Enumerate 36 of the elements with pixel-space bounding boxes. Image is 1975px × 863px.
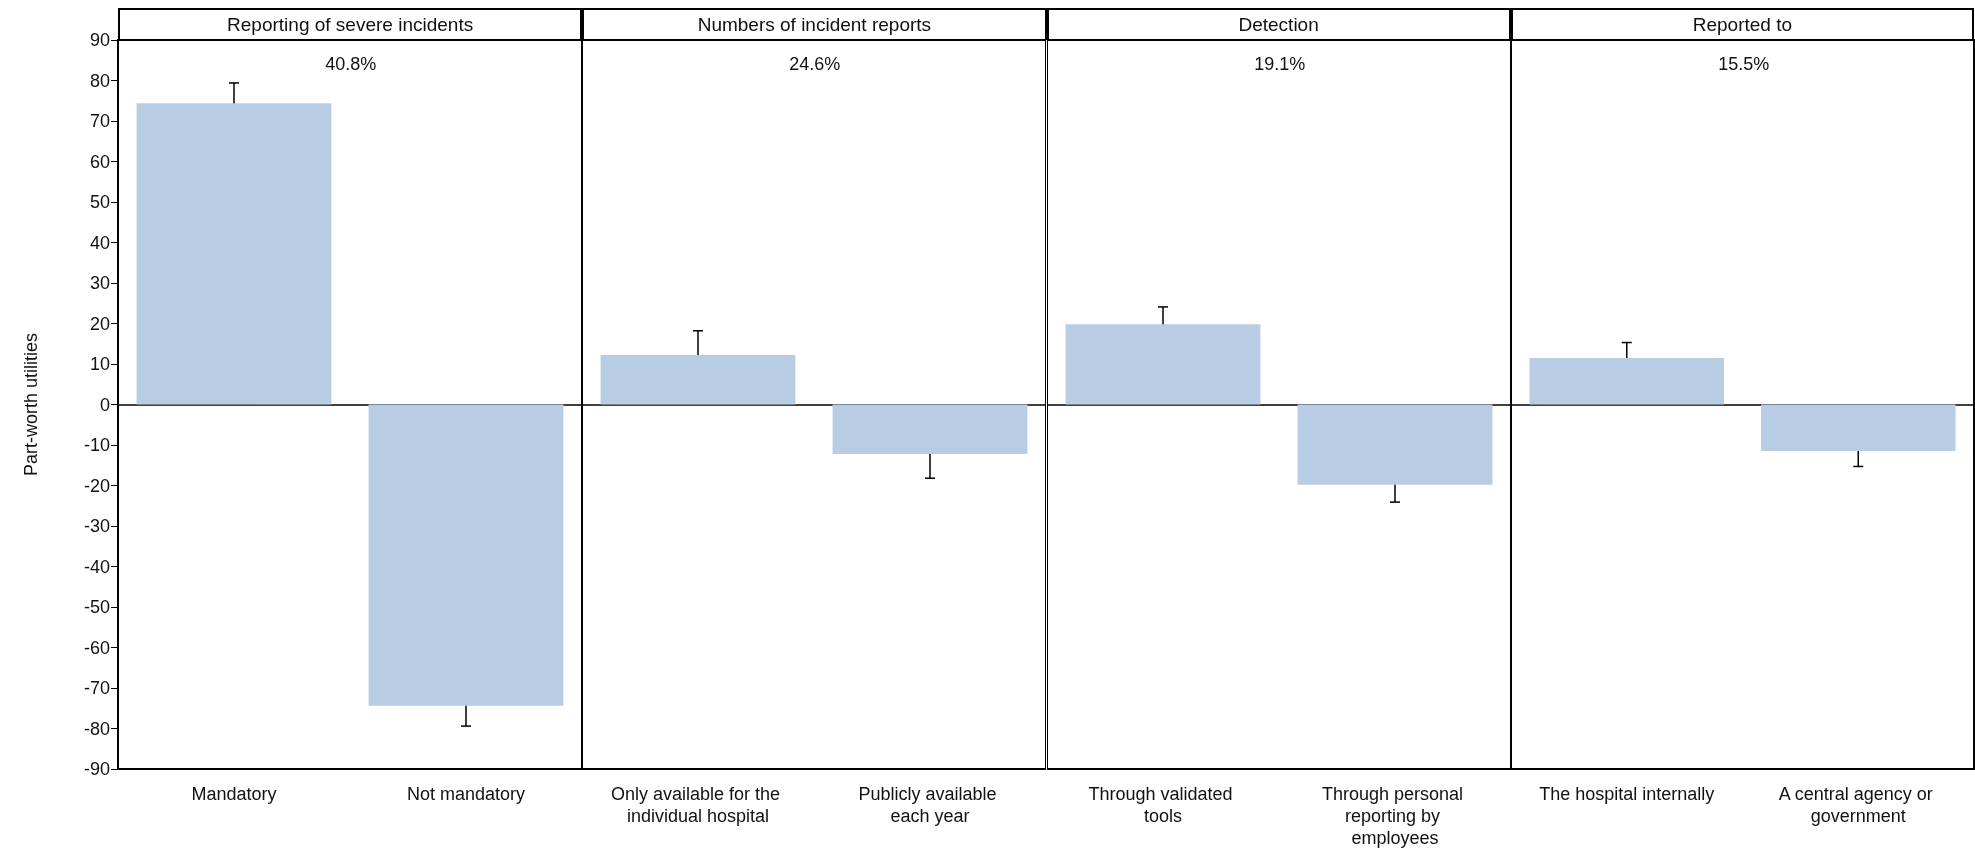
y-tick-label: 90 xyxy=(89,30,110,50)
y-tick-label: 40 xyxy=(89,232,110,253)
chart-title: Numbers of incident reports xyxy=(582,8,1047,40)
annotation: 15.5% xyxy=(1717,54,1769,74)
chart-title: Reporting of severe incidents xyxy=(118,8,583,40)
y-tick-label: -60 xyxy=(83,637,110,658)
annotation: 24.6% xyxy=(789,54,841,74)
y-tick-label: 60 xyxy=(89,151,110,172)
y-tick-label: 10 xyxy=(89,354,110,374)
y-tick-label: 70 xyxy=(89,111,110,131)
y-tick-label: 50 xyxy=(89,192,110,212)
y-tick-label: -20 xyxy=(83,475,110,496)
y-axis-title: Part-worth utilities xyxy=(21,332,41,477)
y-tick-label: -80 xyxy=(83,718,110,739)
annotation: 19.1% xyxy=(1253,54,1305,74)
y-tick-label: -40 xyxy=(83,556,110,577)
y-tick-label: -50 xyxy=(83,597,110,617)
y-tick-label: -90 xyxy=(83,759,110,779)
x-tick-label: The hospital internally xyxy=(1538,784,1715,804)
y-tick-label: 80 xyxy=(89,70,110,91)
chart-title: Reported to xyxy=(1510,8,1974,40)
y-tick-label: 30 xyxy=(89,273,110,293)
x-tick-label: Publicly available each year xyxy=(858,784,1002,826)
x-tick-label: Through validated tools xyxy=(1087,784,1238,826)
y-tick-label: 0 xyxy=(99,394,110,415)
y-tick-label: -10 xyxy=(83,435,110,455)
chart-title: Detection xyxy=(1046,8,1511,40)
x-tick-label: Mandatory xyxy=(191,784,277,804)
x-tick-label: Not mandatory xyxy=(406,784,526,804)
annotation: 40.8% xyxy=(325,54,377,74)
x-tick-label: A central agency or government xyxy=(1778,784,1938,826)
x-tick-label: Through personal reporting by employees xyxy=(1321,784,1468,848)
y-tick-label: -30 xyxy=(83,516,110,536)
x-tick-label: Only available for the individual hospital xyxy=(611,784,786,826)
y-tick-label: 20 xyxy=(89,313,110,334)
y-tick-label: -70 xyxy=(83,678,110,698)
